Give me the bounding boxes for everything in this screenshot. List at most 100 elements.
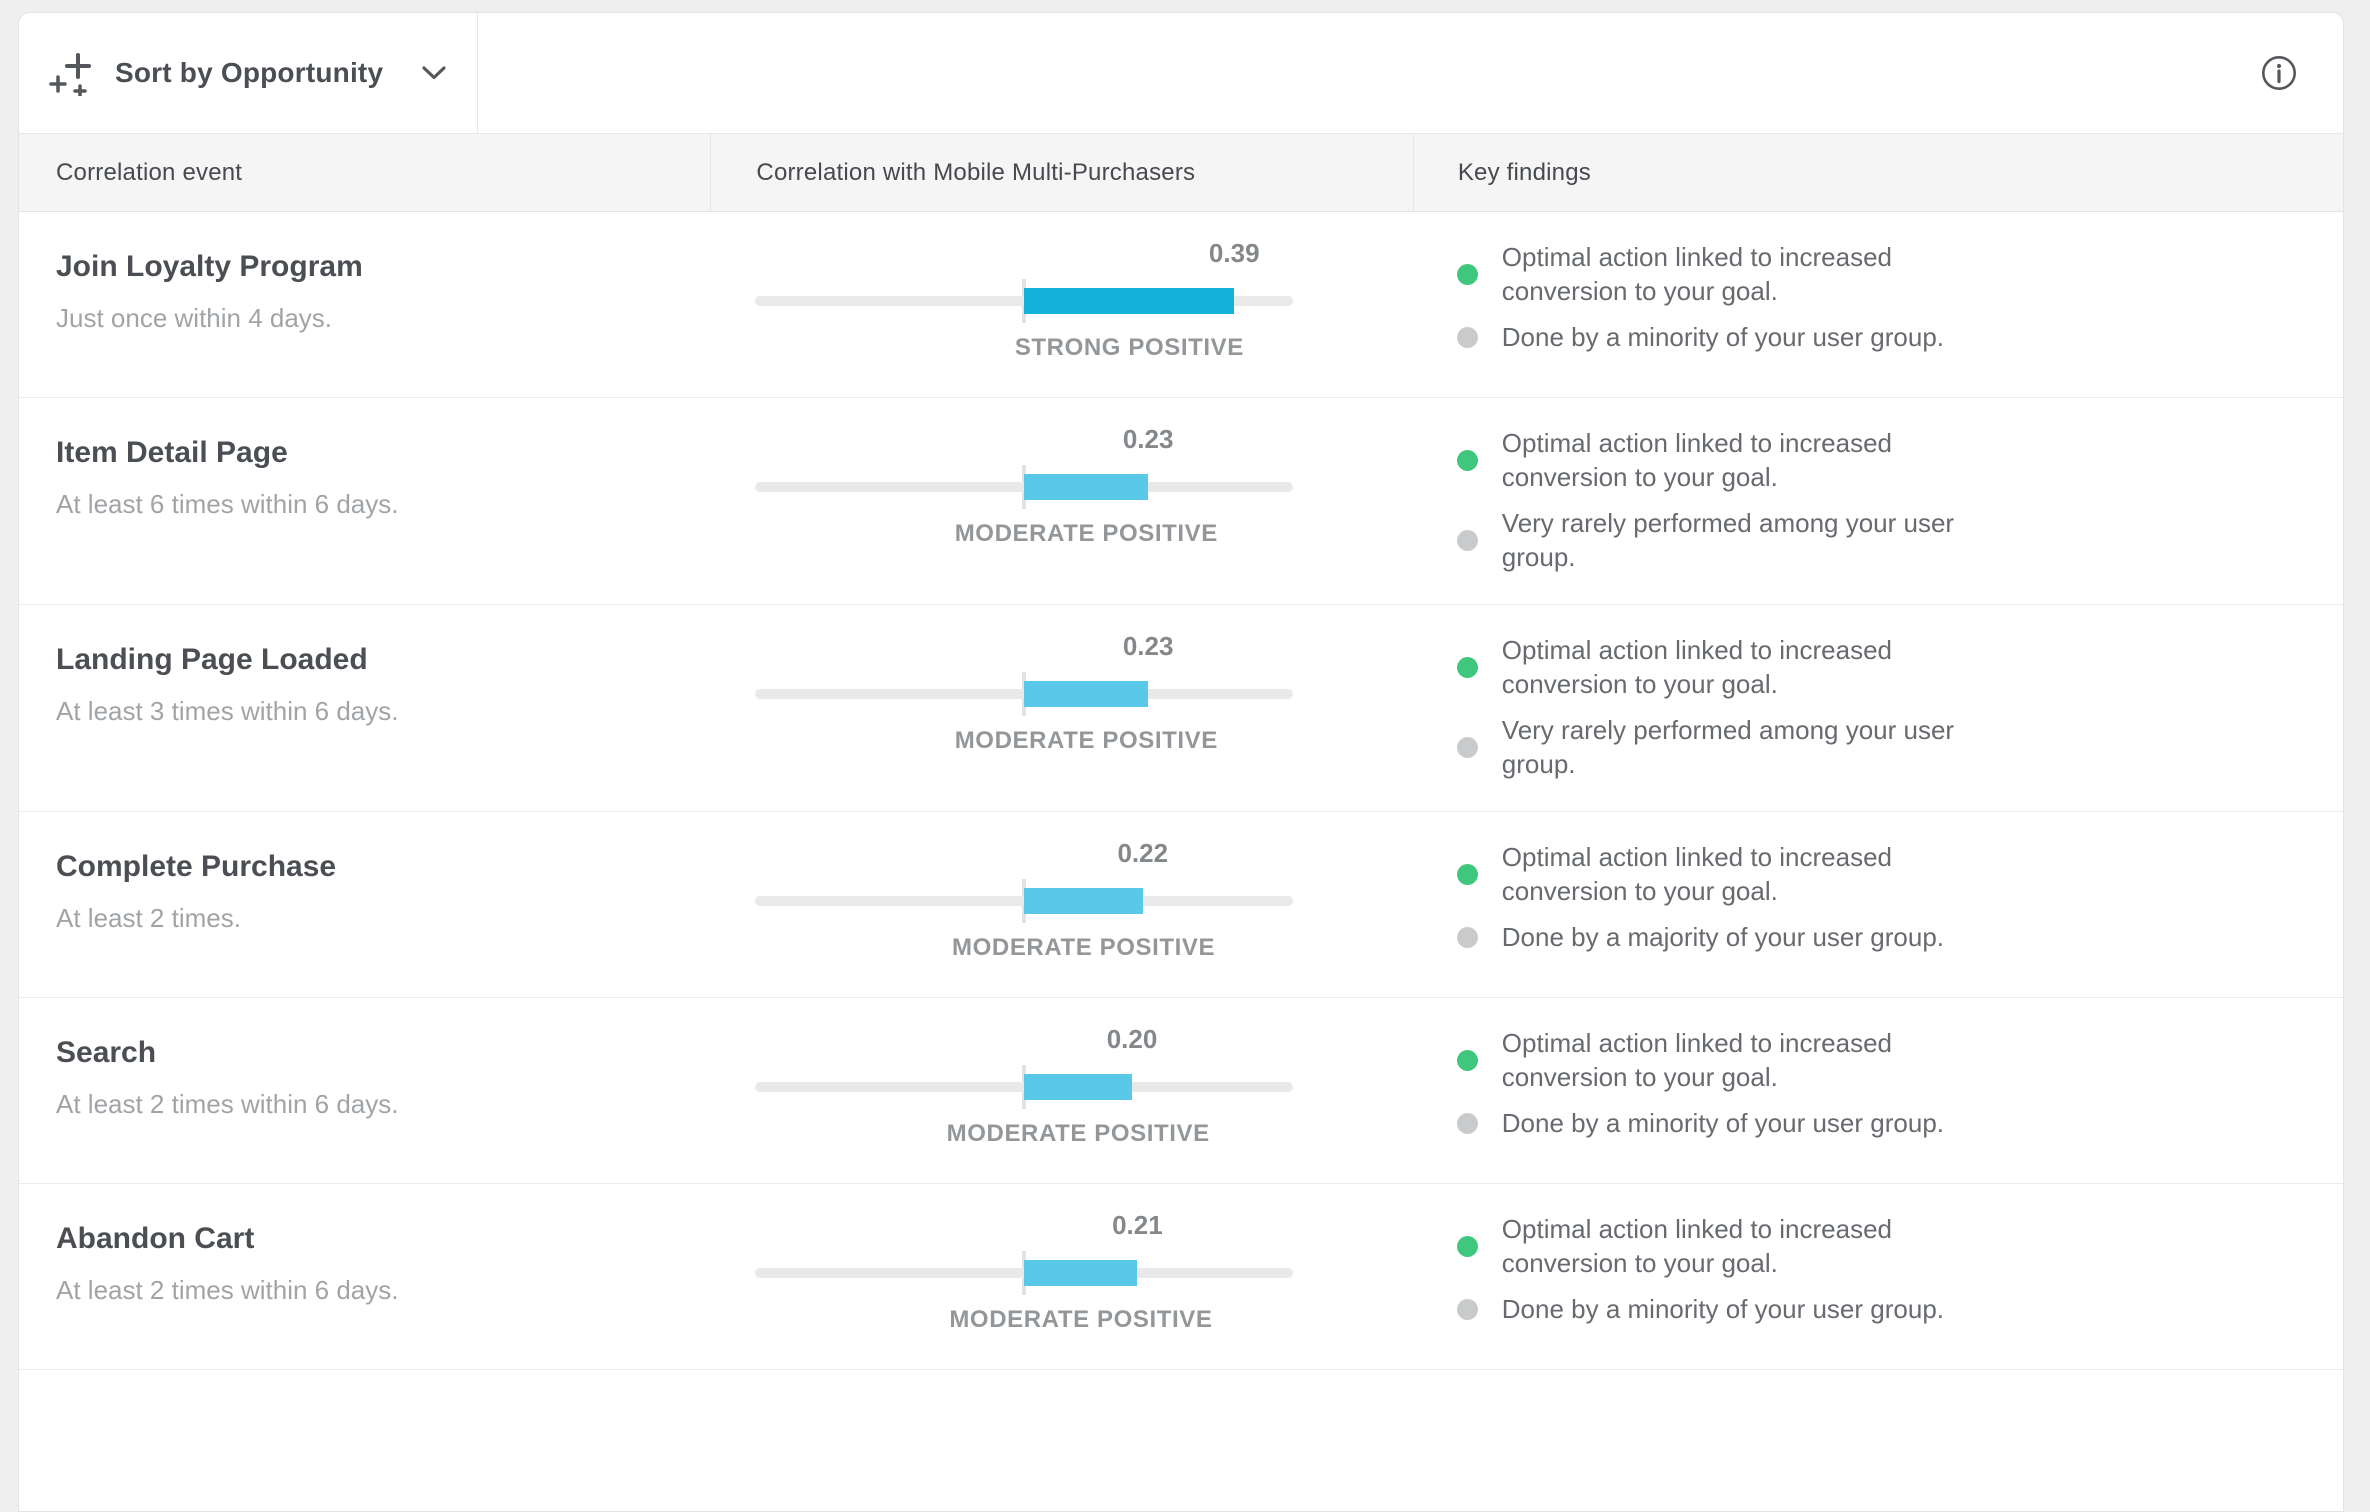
finding-bullet-icon [1456,326,1478,348]
toolbar: Sort by Opportunity [19,13,2343,134]
finding-text: Optimal action linked to increased conve… [1501,242,1892,306]
strength-label: MODERATE POSITIVE [954,727,1218,754]
finding-bullet-icon [1456,449,1478,471]
correlation-cell: 0.23 MODERATE POSITIVE [710,398,1412,604]
correlation-cell: 0.23 MODERATE POSITIVE [710,605,1412,811]
info-circle-icon [2261,55,2297,91]
table-row[interactable]: Item Detail Page At least 6 times within… [19,398,2343,605]
correlation-value: 0.21 [1112,1210,1163,1240]
findings-cell: Optimal action linked to increased conve… [1413,1184,2343,1369]
sort-button-label: Sort by Opportunity [115,57,384,88]
findings-cell: Optimal action linked to increased conve… [1413,398,2343,604]
table-body: Join Loyalty Program Just once within 4 … [19,212,2343,1370]
finding-bullet-icon [1456,863,1478,885]
table-row[interactable]: Landing Page Loaded At least 3 times wit… [19,605,2343,812]
finding-item: Optimal action linked to increased conve… [1456,240,2303,308]
finding-item: Optimal action linked to increased conve… [1456,1026,2303,1094]
event-name: Abandon Cart [56,1222,255,1255]
finding-item: Done by a majority of your user group. [1456,920,2303,954]
correlation-bar-fill [1024,888,1143,914]
finding-text: Done by a minority of your user group. [1501,1108,1944,1138]
finding-text: Done by a minority of your user group. [1501,1294,1944,1324]
finding-bullet-icon [1456,529,1478,551]
strength-label: MODERATE POSITIVE [946,1120,1210,1147]
header-key-findings: Key findings [1412,134,2343,211]
finding-bullet-icon [1456,736,1478,758]
correlation-value: 0.23 [1122,424,1174,454]
correlation-value: 0.20 [1106,1024,1158,1054]
chevron-down-icon [421,65,447,81]
strength-label: MODERATE POSITIVE [949,1306,1213,1333]
correlation-value: 0.39 [1208,238,1260,268]
next-row-stub [19,1370,2343,1450]
correlation-bar: 0.39 STRONG POSITIVE [755,238,1294,388]
finding-text: Done by a majority of your user group. [1501,922,1944,952]
correlation-cell: 0.22 MODERATE POSITIVE [710,812,1412,997]
event-name: Complete Purchase [56,850,337,883]
finding-item: Optimal action linked to increased conve… [1456,1212,2303,1280]
strength-label: MODERATE POSITIVE [954,520,1218,547]
event-criteria: At least 3 times within 6 days. [56,696,399,726]
correlation-bar: 0.20 MODERATE POSITIVE [755,1024,1294,1174]
finding-text: Optimal action linked to increased conve… [1501,428,1892,492]
finding-text: Optimal action linked to increased conve… [1501,635,1892,699]
event-name: Landing Page Loaded [56,643,368,676]
strength-label: STRONG POSITIVE [1014,334,1244,361]
correlation-bar: 0.21 MODERATE POSITIVE [755,1210,1294,1360]
finding-bullet-icon [1456,656,1478,678]
correlation-value: 0.23 [1122,631,1174,661]
finding-text: Optimal action linked to increased conve… [1501,842,1892,906]
event-name: Search [56,1036,157,1069]
header-correlation-event: Correlation event [56,158,243,186]
table-row[interactable]: Join Loyalty Program Just once within 4 … [19,212,2343,398]
sparkle-plus-icon [49,50,95,96]
finding-text: Optimal action linked to increased conve… [1501,1214,1892,1278]
finding-bullet-icon [1456,1235,1478,1257]
finding-item: Optimal action linked to increased conve… [1456,426,2303,494]
correlation-bar: 0.22 MODERATE POSITIVE [755,838,1294,988]
event-cell: Item Detail Page At least 6 times within… [19,398,710,604]
sort-by-opportunity-button[interactable]: Sort by Opportunity [19,13,478,133]
findings-cell: Optimal action linked to increased conve… [1413,605,2343,811]
event-name: Item Detail Page [56,436,288,469]
finding-item: Optimal action linked to increased conve… [1456,633,2303,701]
correlation-card: Sort by Opportunity Correlation event Co… [18,12,2344,1512]
info-button[interactable] [2259,53,2299,93]
correlation-bar-fill [1024,1074,1133,1100]
event-cell: Abandon Cart At least 2 times within 6 d… [19,1184,710,1369]
table-row[interactable]: Complete Purchase At least 2 times. 0.22… [19,812,2343,998]
correlation-bar-fill [1024,474,1149,500]
finding-item: Done by a minority of your user group. [1456,1292,2303,1326]
findings-cell: Optimal action linked to increased conve… [1413,812,2343,997]
finding-bullet-icon [1456,1049,1478,1071]
finding-item: Optimal action linked to increased conve… [1456,840,2303,908]
finding-text: Done by a minority of your user group. [1501,322,1944,352]
event-cell: Join Loyalty Program Just once within 4 … [19,212,710,397]
event-criteria: Just once within 4 days. [56,303,333,333]
finding-bullet-icon [1456,926,1478,948]
correlation-bar: 0.23 MODERATE POSITIVE [755,631,1294,781]
event-criteria: At least 6 times within 6 days. [56,489,399,519]
header-correlation-with-goal: Correlation with Mobile Multi-Purchasers [710,134,1412,211]
finding-text: Optimal action linked to increased conve… [1501,1028,1892,1092]
finding-bullet-icon [1456,1112,1478,1134]
finding-item: Very rarely performed among your user gr… [1456,506,2303,574]
correlation-bar-fill [1024,1260,1138,1286]
finding-bullet-icon [1456,1298,1478,1320]
event-criteria: At least 2 times. [56,903,241,933]
correlation-bar-fill [1024,288,1235,314]
table-row[interactable]: Search At least 2 times within 6 days. 0… [19,998,2343,1184]
correlation-cell: 0.39 STRONG POSITIVE [710,212,1412,397]
table-header-row: Correlation event Correlation with Mobil… [19,134,2343,212]
event-criteria: At least 2 times within 6 days. [56,1275,399,1305]
finding-item: Done by a minority of your user group. [1456,1106,2303,1140]
event-name: Join Loyalty Program [56,250,363,283]
finding-text: Very rarely performed among your user gr… [1501,715,1955,779]
event-cell: Search At least 2 times within 6 days. [19,998,710,1183]
correlation-bar-fill [1024,681,1149,707]
findings-cell: Optimal action linked to increased conve… [1413,212,2343,397]
strength-label: MODERATE POSITIVE [952,934,1216,961]
correlation-cell: 0.20 MODERATE POSITIVE [710,998,1412,1183]
finding-item: Very rarely performed among your user gr… [1456,713,2303,781]
table-row[interactable]: Abandon Cart At least 2 times within 6 d… [19,1184,2343,1370]
